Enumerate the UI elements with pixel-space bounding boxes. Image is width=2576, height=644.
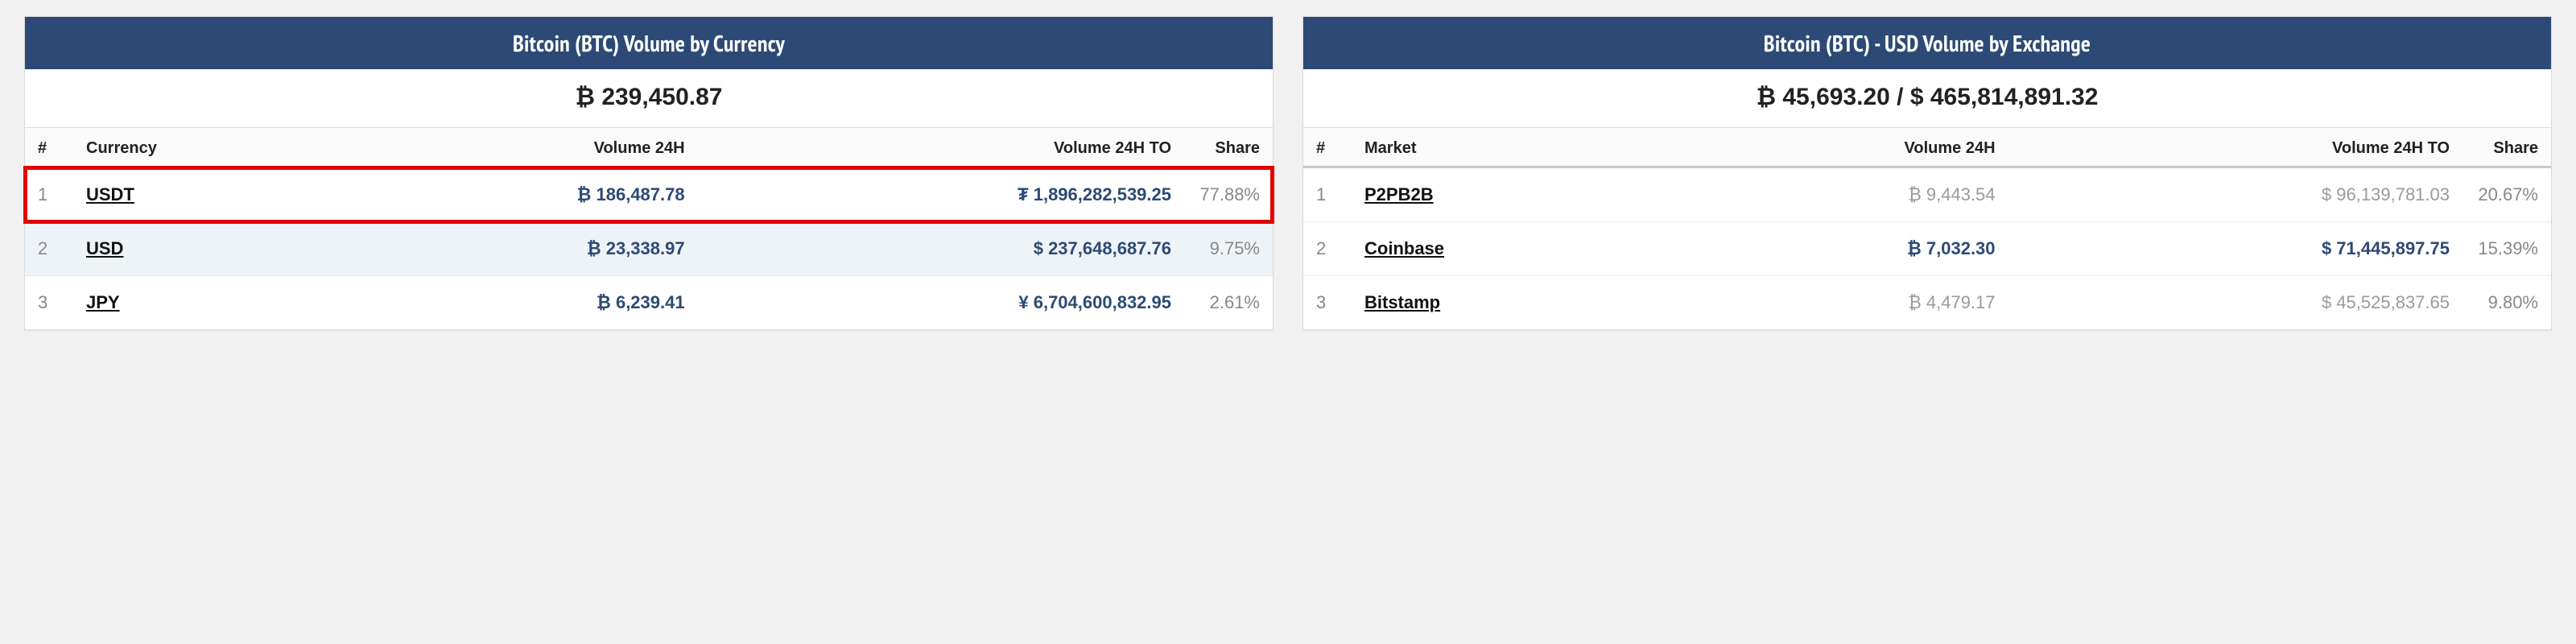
cell-share: 20.67%: [2462, 167, 2551, 222]
table-row: 2 Coinbase ₿ 7,032.30$ 71,445,897.7515.39%: [1303, 222, 2551, 276]
cell-share: 9.80%: [2462, 276, 2551, 330]
cell-share: 2.61%: [1184, 276, 1273, 330]
cell-name: Bitstamp: [1352, 276, 1663, 330]
name-link[interactable]: P2PB2B: [1364, 184, 1434, 204]
table-header-row: # Currency Volume 24H Volume 24H TO Shar…: [25, 128, 1273, 167]
panel-title: Bitcoin (BTC) Volume by Currency: [25, 17, 1273, 69]
cell-volume: ₿ 9,443.54: [1663, 167, 2008, 222]
cell-volume-to: $ 71,445,897.75: [2008, 222, 2462, 276]
panel-title: Bitcoin (BTC) - USD Volume by Exchange: [1303, 17, 2551, 69]
col-volto: Volume 24H TO: [2008, 128, 2462, 167]
col-name: Currency: [73, 128, 335, 167]
currency-tbody: 1 USDT ₿ 186,487.78₮ 1,896,282,539.2577.88…: [25, 167, 1273, 330]
cell-volume-to: $ 96,139,781.03: [2008, 167, 2462, 222]
name-link[interactable]: USD: [86, 238, 123, 258]
cell-rank: 1: [25, 167, 73, 222]
cell-volume-to: $ 45,525,837.65: [2008, 276, 2462, 330]
cell-share: 15.39%: [2462, 222, 2551, 276]
cell-name: JPY: [73, 276, 335, 330]
name-link[interactable]: USDT: [86, 184, 134, 204]
cell-name: Coinbase: [1352, 222, 1663, 276]
cell-rank: 2: [25, 222, 73, 276]
col-vol: Volume 24H: [335, 128, 698, 167]
exchange-table: # Market Volume 24H Volume 24H TO Share …: [1303, 127, 2551, 330]
cell-volume-to: ₮ 1,896,282,539.25: [698, 167, 1184, 222]
cell-volume: ₿ 6,239.41: [335, 276, 698, 330]
col-rank: #: [25, 128, 73, 167]
cell-volume: ₿ 186,487.78: [335, 167, 698, 222]
col-vol: Volume 24H: [1663, 128, 2008, 167]
cell-volume-to: ¥ 6,704,600,832.95: [698, 276, 1184, 330]
table-row: 1 P2PB2B ₿ 9,443.54$ 96,139,781.0320.67%: [1303, 167, 2551, 222]
cell-rank: 3: [1303, 276, 1352, 330]
table-row: 2 USD ₿ 23,338.97$ 237,648,687.769.75%: [25, 222, 1273, 276]
volume-by-exchange-panel: Bitcoin (BTC) - USD Volume by Exchange ₿…: [1302, 16, 2552, 331]
panels-wrap: Bitcoin (BTC) Volume by Currency ₿ 239,4…: [24, 16, 2552, 331]
cell-share: 77.88%: [1184, 167, 1273, 222]
table-row: 3 JPY ₿ 6,239.41¥ 6,704,600,832.952.61%: [25, 276, 1273, 330]
cell-share: 9.75%: [1184, 222, 1273, 276]
name-link[interactable]: Coinbase: [1364, 238, 1444, 258]
col-name: Market: [1352, 128, 1663, 167]
cell-name: USDT: [73, 167, 335, 222]
col-volto: Volume 24H TO: [698, 128, 1184, 167]
cell-name: USD: [73, 222, 335, 276]
currency-table: # Currency Volume 24H Volume 24H TO Shar…: [25, 127, 1273, 330]
panel-total: ₿ 239,450.87: [25, 69, 1273, 127]
table-row: 3 Bitstamp ₿ 4,479.17$ 45,525,837.659.80%: [1303, 276, 2551, 330]
cell-rank: 1: [1303, 167, 1352, 222]
cell-rank: 3: [25, 276, 73, 330]
table-row: 1 USDT ₿ 186,487.78₮ 1,896,282,539.2577.88…: [25, 167, 1273, 222]
cell-volume-to: $ 237,648,687.76: [698, 222, 1184, 276]
col-rank: #: [1303, 128, 1352, 167]
panel-total: ₿ 45,693.20 / $ 465,814,891.32: [1303, 69, 2551, 127]
table-header-row: # Market Volume 24H Volume 24H TO Share: [1303, 128, 2551, 167]
cell-volume: ₿ 23,338.97: [335, 222, 698, 276]
name-link[interactable]: Bitstamp: [1364, 292, 1440, 312]
exchange-tbody: 1 P2PB2B ₿ 9,443.54$ 96,139,781.0320.67% 2C…: [1303, 167, 2551, 330]
col-share: Share: [2462, 128, 2551, 167]
col-share: Share: [1184, 128, 1273, 167]
volume-by-currency-panel: Bitcoin (BTC) Volume by Currency ₿ 239,4…: [24, 16, 1274, 331]
cell-name: P2PB2B: [1352, 167, 1663, 222]
cell-volume: ₿ 4,479.17: [1663, 276, 2008, 330]
cell-rank: 2: [1303, 222, 1352, 276]
name-link[interactable]: JPY: [86, 292, 120, 312]
cell-volume: ₿ 7,032.30: [1663, 222, 2008, 276]
